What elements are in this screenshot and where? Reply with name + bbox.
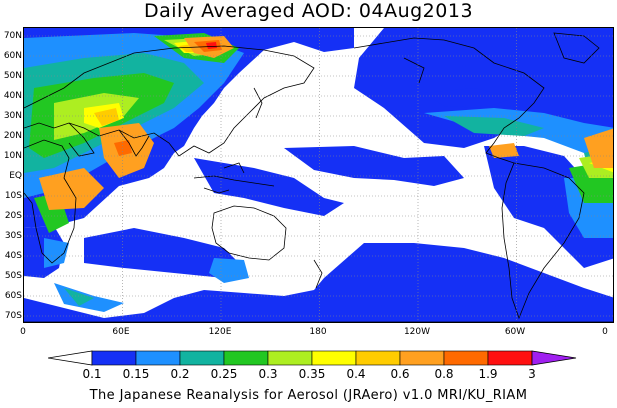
lat-label: 50S: [4, 271, 22, 281]
aod-band-red: [206, 42, 217, 49]
colorbar-label: 1.9: [478, 367, 498, 381]
lon-label: 180: [309, 327, 327, 337]
colorbar: [48, 350, 577, 366]
lat-label: 40N: [3, 91, 22, 101]
colorbar-label: 0.4: [346, 367, 366, 381]
colorbar-swatch: [179, 350, 225, 366]
aod-field: [24, 28, 613, 322]
colorbar-swatch: [443, 350, 489, 366]
colorbar-arrow-low: [48, 350, 93, 366]
lat-label: 10N: [3, 151, 22, 161]
map-title: Daily Averaged AOD: 04Aug2013: [143, 0, 474, 22]
lon-label: 0: [602, 327, 608, 337]
lat-label: 60N: [3, 51, 22, 61]
colorbar-label: 0.8: [434, 367, 454, 381]
colorbar-swatch: [487, 350, 533, 366]
colorbar-label: 0.1: [82, 367, 102, 381]
colorbar-swatch: [267, 350, 313, 366]
lon-label: 120W: [403, 327, 431, 337]
colorbar-label: 0.15: [122, 367, 150, 381]
lat-label: 30N: [3, 111, 22, 121]
lat-label: 50N: [3, 71, 22, 81]
lat-label: 70S: [4, 311, 22, 321]
lon-label: 60W: [504, 327, 526, 337]
lat-label: 70N: [3, 31, 22, 41]
lat-label: 20S: [4, 211, 22, 221]
colorbar-swatch: [91, 350, 137, 366]
colorbar-swatch: [311, 350, 357, 366]
lat-label: EQ: [9, 171, 22, 181]
lon-label: 120E: [208, 327, 232, 337]
colorbar-label: 3: [528, 367, 536, 381]
colorbar-label: 0.6: [390, 367, 410, 381]
colorbar-arrow-high: [531, 350, 577, 366]
lat-label: 30S: [4, 231, 22, 241]
coastlines: [24, 32, 613, 322]
graticule: [24, 28, 613, 322]
lon-label: 0: [20, 327, 26, 337]
lat-label: 10S: [4, 191, 22, 201]
colorbar-swatch: [135, 350, 181, 366]
colorbar-label: 0.35: [298, 367, 326, 381]
aod-map: [23, 27, 614, 323]
colorbar-swatch: [399, 350, 445, 366]
colorbar-swatch: [223, 350, 269, 366]
colorbar-label: 0.3: [258, 367, 278, 381]
lat-label: 40S: [4, 251, 22, 261]
colorbar-label: 0.25: [210, 367, 238, 381]
credit-line: The Japanese Reanalysis for Aerosol (JRA…: [89, 388, 528, 403]
lon-label: 60E: [112, 327, 130, 337]
lat-label: 20N: [3, 131, 22, 141]
colorbar-swatch: [355, 350, 401, 366]
colorbar-label: 0.2: [170, 367, 190, 381]
lat-label: 60S: [4, 291, 22, 301]
